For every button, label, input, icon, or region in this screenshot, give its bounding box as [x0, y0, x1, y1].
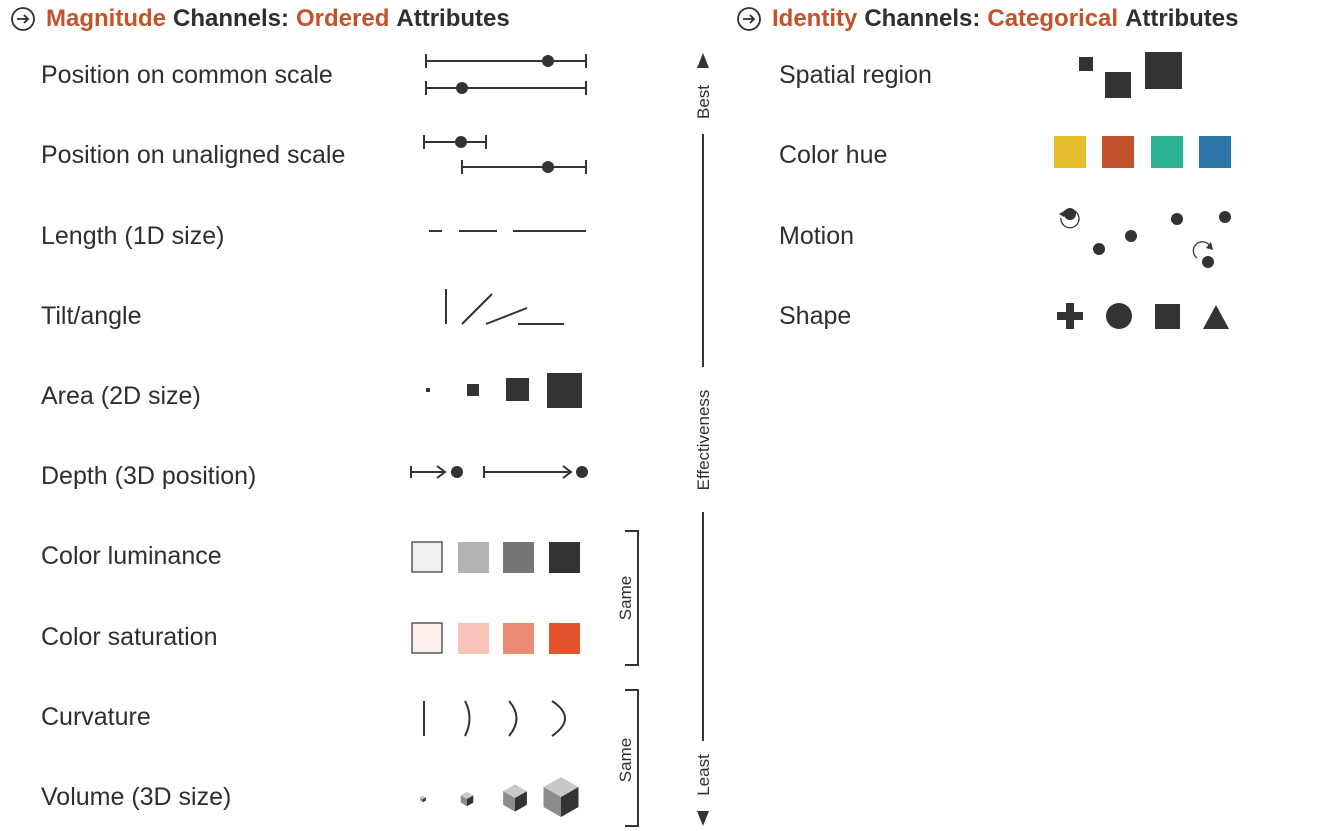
heading-word-identity: Identity [772, 5, 858, 32]
best-label: Best [694, 85, 713, 119]
effectiveness-axis [697, 53, 709, 826]
heading-word-channels: Channels: [864, 5, 981, 32]
position-common-scale-glyph [425, 54, 587, 95]
heading-word-attributes: Attributes [1125, 5, 1239, 32]
position-unaligned-scale-glyph [423, 135, 587, 174]
area-glyph [426, 373, 582, 408]
same-label-2: Same [616, 738, 635, 782]
color-hue-glyph [1054, 136, 1231, 168]
circled-arrow-icon [11, 7, 35, 31]
channel-label-depth: Depth (3D position) [41, 462, 257, 490]
channel-label-position-common: Position on common scale [41, 61, 333, 89]
luminance-glyph [411, 541, 580, 573]
circled-arrow-icon [737, 7, 761, 31]
same-bracket-2 [625, 689, 639, 827]
heading-word-magnitude: Magnitude [46, 5, 166, 32]
channel-label-shape: Shape [779, 302, 852, 330]
channel-label-luminance: Color luminance [41, 542, 222, 570]
heading-word-channels: Channels: [173, 5, 290, 32]
heading-word-ordered: Ordered [296, 5, 390, 32]
depth-glyph [410, 465, 588, 479]
volume-glyph [420, 777, 579, 817]
channel-label-volume: Volume (3D size) [41, 783, 232, 811]
magnitude-heading: Magnitude Channels: Ordered Attributes [10, 2, 517, 36]
channel-label-curvature: Curvature [41, 703, 151, 731]
spatial-region-glyph [1079, 52, 1182, 98]
heading-word-attributes: Attributes [396, 5, 510, 32]
identity-heading: Identity Channels: Categorical Attribute… [736, 2, 1245, 36]
channel-label-tilt: Tilt/angle [41, 302, 142, 330]
channel-label-motion: Motion [779, 222, 855, 250]
channel-label-color-hue: Color hue [779, 141, 888, 169]
same-bracket-1 [625, 530, 639, 666]
same-label-1: Same [616, 576, 635, 620]
shape-glyph [1057, 303, 1229, 329]
channel-label-saturation: Color saturation [41, 623, 218, 651]
heading-word-categorical: Categorical [987, 5, 1119, 32]
curvature-glyph [423, 700, 566, 737]
channel-label-area: Area (2D size) [41, 382, 201, 410]
effectiveness-label: Effectiveness [694, 390, 713, 491]
channel-label-position-unaligned: Position on unaligned scale [41, 141, 346, 169]
channel-label-length: Length (1D size) [41, 222, 225, 250]
saturation-glyph [411, 622, 580, 654]
tilt-glyph [445, 289, 564, 325]
channel-label-spatial-region: Spatial region [779, 61, 932, 89]
motion-glyph [1059, 208, 1231, 268]
least-label: Least [694, 754, 713, 796]
